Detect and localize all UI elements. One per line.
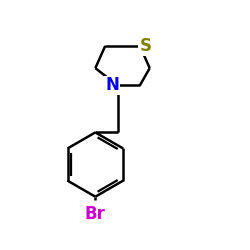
- Text: Br: Br: [85, 205, 106, 223]
- Text: S: S: [139, 37, 151, 55]
- Text: N: N: [105, 76, 119, 94]
